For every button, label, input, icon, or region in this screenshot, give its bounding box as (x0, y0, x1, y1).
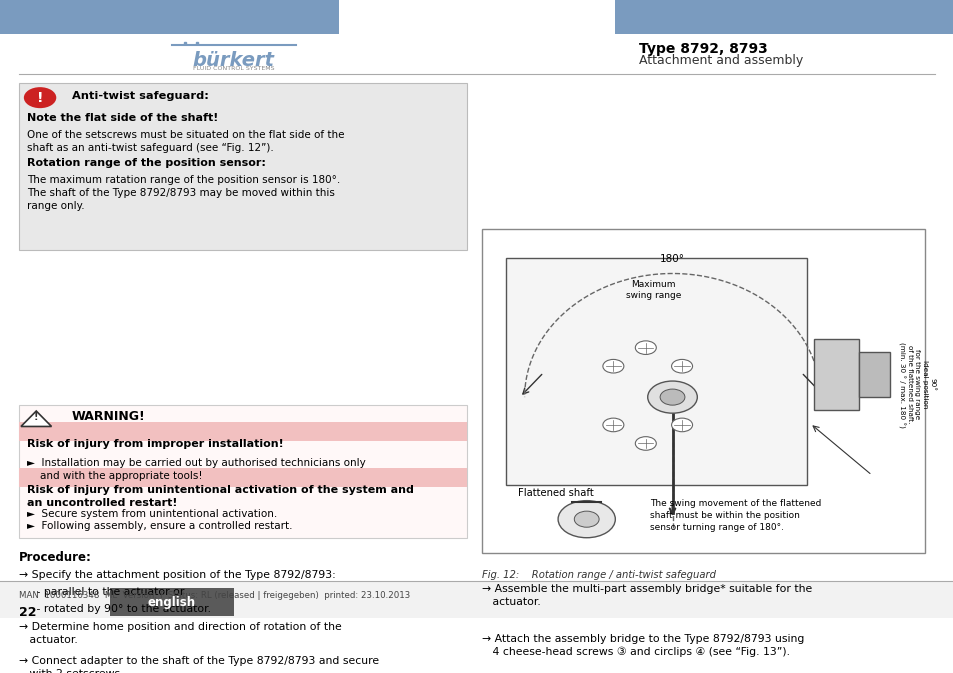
Text: ►  Following assembly, ensure a controlled restart.: ► Following assembly, ensure a controlle… (27, 521, 292, 531)
Circle shape (671, 418, 692, 431)
FancyBboxPatch shape (814, 339, 858, 411)
Text: 90°
Ideal position
for the swing range
of the flattened shaft.
(min. 30 ° / max.: 90° Ideal position for the swing range o… (897, 341, 934, 427)
FancyBboxPatch shape (481, 229, 924, 553)
Text: MAN  1000116348  ML  Version: F Status: RL (released | freigegeben)  printed: 23: MAN 1000116348 ML Version: F Status: RL … (19, 591, 410, 600)
Text: Type 8792, 8793: Type 8792, 8793 (639, 42, 767, 56)
Circle shape (24, 87, 56, 108)
Text: Procedure:: Procedure: (19, 551, 91, 565)
Text: 22: 22 (19, 606, 36, 618)
Circle shape (574, 511, 598, 527)
Circle shape (558, 501, 615, 538)
Text: → Assemble the multi-part assembly bridge* suitable for the
   actuator.: → Assemble the multi-part assembly bridg… (481, 584, 811, 607)
Polygon shape (21, 411, 51, 427)
Text: WARNING!: WARNING! (71, 410, 145, 423)
Text: Fig. 12:    Rotation range / anti-twist safeguard: Fig. 12: Rotation range / anti-twist saf… (481, 571, 715, 581)
Text: Anti-twist safeguard:: Anti-twist safeguard: (71, 91, 208, 101)
Circle shape (671, 359, 692, 373)
Text: The maximum ratation range of the position sensor is 180°.
The shaft of the Type: The maximum ratation range of the positi… (27, 175, 339, 211)
FancyBboxPatch shape (858, 352, 889, 398)
Text: → Attach the assembly bridge to the Type 8792/8793 using
   4 cheese-head screws: → Attach the assembly bridge to the Type… (481, 633, 803, 657)
Text: ►  Secure system from unintentional activation.: ► Secure system from unintentional activ… (27, 509, 276, 519)
Text: → Determine home position and direction of rotation of the
   actuator.: → Determine home position and direction … (19, 622, 341, 645)
Circle shape (647, 381, 697, 413)
Text: FLUID CONTROL SYSTEMS: FLUID CONTROL SYSTEMS (193, 66, 274, 71)
Text: → Specify the attachment position of the Type 8792/8793:: → Specify the attachment position of the… (19, 570, 335, 580)
FancyBboxPatch shape (19, 468, 467, 487)
Circle shape (602, 418, 623, 431)
FancyBboxPatch shape (0, 582, 953, 618)
Text: The swing movement of the flattened
shaft must be within the position
sensor tur: The swing movement of the flattened shaf… (650, 499, 821, 532)
Text: ►  Installation may be carried out by authorised technicians only
    and with t: ► Installation may be carried out by aut… (27, 458, 365, 481)
Text: Note the flat side of the shaft!: Note the flat side of the shaft! (27, 113, 218, 123)
FancyBboxPatch shape (615, 0, 953, 34)
FancyBboxPatch shape (0, 0, 338, 34)
Text: Risk of injury from improper installation!: Risk of injury from improper installatio… (27, 439, 283, 449)
FancyBboxPatch shape (19, 405, 467, 538)
Text: - parallel to the actuator or: - parallel to the actuator or (19, 587, 184, 597)
Circle shape (602, 359, 623, 373)
FancyBboxPatch shape (19, 83, 467, 250)
Text: !: ! (34, 412, 38, 422)
Text: !: ! (37, 91, 43, 105)
FancyBboxPatch shape (19, 422, 467, 441)
Text: Attachment and assembly: Attachment and assembly (639, 55, 802, 67)
Text: One of the setscrews must be situated on the flat side of the
shaft as an anti-t: One of the setscrews must be situated on… (27, 130, 344, 153)
Circle shape (635, 341, 656, 355)
Text: → Connect adapter to the shaft of the Type 8792/8793 and secure
   with 2 setscr: → Connect adapter to the shaft of the Ty… (19, 656, 378, 673)
Text: Risk of injury from unintentional activation of the system and
an uncontrolled r: Risk of injury from unintentional activa… (27, 485, 414, 507)
Text: Rotation range of the position sensor:: Rotation range of the position sensor: (27, 157, 265, 168)
Text: english: english (148, 596, 195, 608)
Circle shape (659, 389, 684, 405)
FancyBboxPatch shape (505, 258, 806, 485)
Text: 180°: 180° (659, 254, 684, 264)
Circle shape (635, 437, 656, 450)
FancyBboxPatch shape (110, 588, 233, 616)
Text: Maximum
swing range: Maximum swing range (625, 280, 680, 299)
Text: Flattened shaft: Flattened shaft (517, 489, 593, 498)
Text: - rotated by 90° to the actuator.: - rotated by 90° to the actuator. (19, 604, 211, 614)
Text: bürkert: bürkert (193, 50, 274, 70)
